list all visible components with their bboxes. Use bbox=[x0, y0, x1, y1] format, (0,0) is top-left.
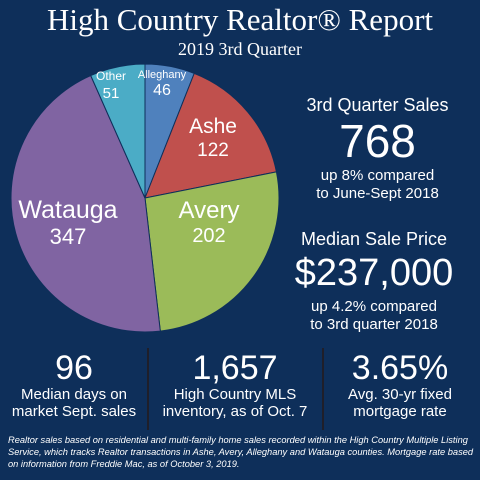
pie-label-watauga: Watauga bbox=[18, 196, 117, 224]
mortgage-rate-value: 3.65% bbox=[351, 349, 449, 387]
inventory-stat: 1,657 High Country MLS inventory, as of … bbox=[150, 350, 320, 420]
quarter-sales-value: 768 bbox=[339, 115, 416, 167]
stat-divider bbox=[322, 348, 324, 430]
median-price-change: up 4.2% compared bbox=[311, 298, 437, 315]
pie-value-other: 51 bbox=[103, 85, 120, 102]
pie-slice-watauga bbox=[10, 74, 161, 333]
quarter-sales-comparison: to June-Sept 2018 bbox=[316, 185, 439, 202]
median-days-stat: 96 Median days on market Sept. sales bbox=[4, 350, 144, 420]
median-price-comparison: to 3rd quarter 2018 bbox=[310, 316, 438, 333]
median-price-label: Median Sale Price bbox=[300, 229, 448, 249]
mortgage-rate-desc-line2: mortgage rate bbox=[353, 403, 447, 420]
pie-slice-avery bbox=[144, 171, 280, 332]
median-days-desc-line2: market Sept. sales bbox=[11, 403, 137, 420]
median-price-panel: Median Sale Price $237,000 up 4.2% compa… bbox=[268, 228, 480, 334]
pie-label-other: Other bbox=[96, 69, 126, 83]
pie-label-alleghany: Alleghany bbox=[138, 69, 187, 81]
pie-slice-ashe bbox=[144, 72, 278, 199]
pie-label-avery: Avery bbox=[179, 197, 240, 224]
pie-value-ashe: 122 bbox=[197, 140, 229, 161]
footnote: Realtor sales based on residential and m… bbox=[8, 435, 474, 469]
quarter-sales-change: up 8% compared bbox=[320, 167, 435, 184]
quarter-sales-label: 3rd Quarter Sales bbox=[306, 95, 449, 115]
median-price-value: $237,000 bbox=[294, 252, 454, 294]
pie-slice-other bbox=[90, 63, 146, 199]
pie-label-ashe: Ashe bbox=[189, 115, 237, 138]
inventory-value: 1,657 bbox=[192, 349, 278, 387]
report-title: High Country Realtor® Report bbox=[46, 2, 434, 37]
pie-value-alleghany: 46 bbox=[153, 82, 171, 99]
stat-divider bbox=[147, 348, 149, 430]
inventory-desc-line1: High Country MLS bbox=[173, 386, 297, 403]
median-days-value: 96 bbox=[55, 349, 93, 387]
pie-value-watauga: 347 bbox=[50, 224, 87, 249]
inventory-desc-line2: inventory, as of Oct. 7 bbox=[162, 403, 308, 420]
quarter-sales-panel: 3rd Quarter Sales 768 up 8% compared to … bbox=[280, 94, 475, 203]
report-subtitle: 2019 3rd Quarter bbox=[178, 39, 302, 59]
pie-value-avery: 202 bbox=[192, 225, 225, 247]
median-days-desc-line1: Median days on bbox=[21, 386, 127, 403]
mortgage-rate-stat: 3.65% Avg. 30-yr fixed mortgage rate bbox=[325, 350, 475, 420]
mortgage-rate-desc-line1: Avg. 30-yr fixed bbox=[348, 386, 452, 403]
